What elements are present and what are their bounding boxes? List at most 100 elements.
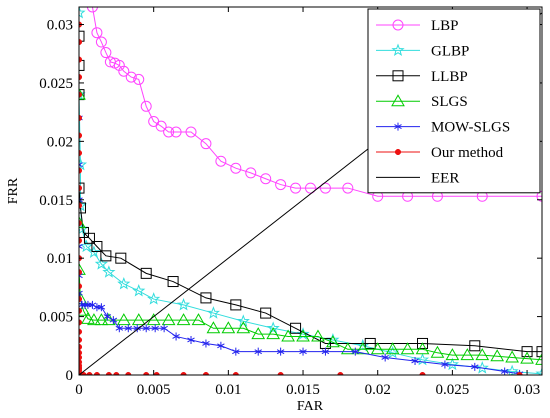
data-point-llbp: [260, 307, 272, 319]
data-point-mow-slgs: [79, 300, 86, 309]
series-slgs: [79, 87, 542, 365]
data-point-mow-slgs: [79, 289, 83, 298]
data-point-our-method: [125, 371, 132, 375]
data-point-mow-slgs: [79, 195, 83, 204]
data-point-glbp: [176, 297, 191, 311]
data-point-our-method: [79, 56, 83, 63]
data-point-mow-slgs: [115, 324, 124, 333]
data-point-mow-slgs: [151, 324, 159, 333]
data-point-mow-slgs: [351, 347, 360, 356]
data-point-our-method: [79, 237, 83, 244]
y-tick-label: 0.02: [47, 134, 73, 150]
data-point-lbp: [290, 182, 302, 194]
data-point-llbp: [83, 232, 95, 244]
data-point-slgs: [94, 313, 109, 326]
data-point-lbp: [100, 47, 112, 59]
data-point-slgs: [116, 313, 131, 326]
data-point-lbp: [305, 182, 316, 194]
data-point-llbp: [100, 250, 112, 262]
data-point-lbp: [95, 36, 107, 48]
data-point-mow-slgs: [500, 367, 509, 375]
data-point-lbp: [245, 167, 257, 179]
data-point-our-method: [143, 371, 150, 375]
data-point-llbp: [79, 182, 85, 194]
x-axis: 0 0.005 0.01 0.015 0.02 0.025 0.03: [75, 7, 540, 398]
data-point-llbp: [140, 267, 152, 279]
data-point-llbp: [79, 202, 86, 214]
data-point-slgs: [430, 345, 445, 358]
y-axis-label: FRR: [6, 177, 21, 204]
x-tick-label: 0: [75, 382, 83, 398]
data-point-our-method: [79, 328, 83, 335]
data-point-our-method: [79, 220, 83, 227]
data-point-mow-slgs: [160, 324, 168, 333]
data-point-glbp: [79, 7, 86, 19]
plot-area-frame: [78, 6, 543, 376]
data-point-our-method: [180, 371, 187, 375]
data-point-lbp: [536, 190, 542, 202]
data-point-slgs: [236, 321, 251, 334]
data-point-slgs: [266, 327, 281, 340]
legend-label-lbp: LBP: [431, 18, 459, 34]
data-point-mow-slgs: [232, 347, 240, 356]
data-point-llbp: [469, 340, 481, 352]
legend-label-eer: EER: [431, 170, 459, 186]
legend-entry-mow-slgs: MOW-SLGS: [376, 120, 510, 136]
data-point-our-method: [79, 185, 83, 192]
data-point-slgs: [79, 216, 86, 229]
data-point-our-method: [419, 371, 426, 375]
legend-label-glbp: GLBP: [431, 43, 469, 59]
data-point-our-method: [79, 132, 83, 139]
data-point-llbp: [521, 346, 533, 358]
data-point-our-method: [105, 371, 112, 375]
data-point-our-method: [79, 74, 83, 81]
data-point-lbp: [230, 162, 242, 174]
data-point-lbp: [275, 179, 287, 191]
data-point-our-method: [277, 371, 284, 375]
y-tick-label: 0.025: [39, 76, 73, 92]
data-point-mow-slgs: [79, 160, 83, 169]
data-point-our-method: [202, 371, 210, 375]
data-point-llbp: [230, 299, 242, 311]
data-point-llbp: [290, 322, 302, 334]
data-point-mow-slgs: [81, 300, 89, 309]
data-point-our-method: [79, 343, 83, 351]
data-point-slgs: [340, 342, 355, 355]
x-tick-label: 0.005: [137, 382, 171, 398]
y-tick-label: 0.03: [47, 18, 73, 34]
y-tick-label: 0.005: [39, 310, 73, 326]
data-point-our-method: [79, 91, 83, 98]
data-point-glbp: [79, 157, 88, 171]
data-point-glbp: [117, 276, 131, 290]
legend-label-llbp: LLBP: [431, 69, 468, 85]
data-point-mow-slgs: [276, 347, 285, 356]
data-point-lbp: [155, 120, 167, 132]
data-point-mow-slgs: [79, 242, 83, 251]
legend-marker-glbp: [391, 43, 405, 57]
data-point-lbp: [118, 65, 130, 77]
data-point-our-method: [79, 349, 83, 356]
series-layer: [79, 7, 542, 375]
legend-entry-glbp: GLBP: [376, 43, 469, 59]
data-point-our-method: [79, 336, 83, 344]
data-point-glbp: [535, 366, 542, 375]
data-point-slgs: [385, 342, 400, 355]
y-tick-label: 0.015: [39, 193, 73, 209]
data-point-mow-slgs: [321, 347, 330, 356]
legend-label-our-method: Our method: [431, 145, 504, 161]
data-point-mow-slgs: [441, 360, 449, 369]
data-point-our-method: [79, 149, 83, 157]
data-point-glbp: [79, 87, 86, 101]
data-point-slgs: [535, 352, 542, 365]
y-tick-label: 0.01: [47, 251, 73, 267]
data-point-mow-slgs: [299, 347, 307, 356]
legend-entry-slgs: SLGS: [376, 94, 468, 110]
data-point-slgs: [251, 327, 266, 340]
data-point-lbp: [342, 182, 354, 194]
y-axis: 0 0.005 0.01 0.015 0.02 0.025 0.03: [39, 18, 542, 384]
data-point-slgs: [296, 329, 310, 342]
data-point-glbp: [102, 265, 116, 278]
data-point-lbp: [215, 155, 227, 167]
data-point-slgs: [490, 349, 505, 362]
data-point-slgs: [415, 342, 430, 355]
